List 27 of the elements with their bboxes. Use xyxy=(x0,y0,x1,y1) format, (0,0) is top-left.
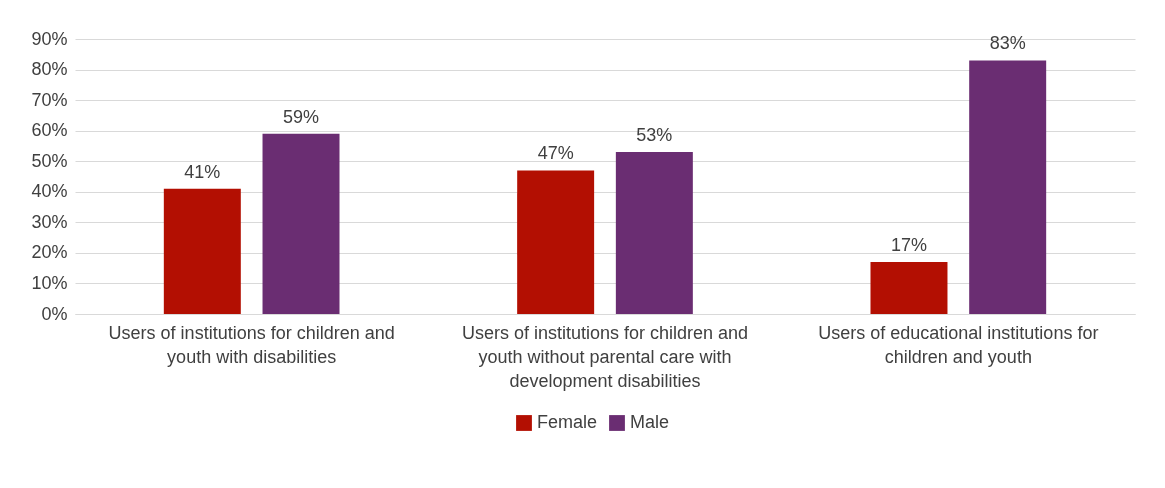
data-label: 83% xyxy=(989,33,1026,54)
data-label: 41% xyxy=(184,161,221,182)
y-tick-label: 10% xyxy=(31,272,68,293)
bar xyxy=(262,133,340,314)
x-tick-label: Users of institutions for children and youth without parental care with development disabilities xyxy=(461,322,749,391)
y-tick-label: 90% xyxy=(31,28,68,49)
y-tick-label: 30% xyxy=(31,211,68,232)
data-label: 47% xyxy=(537,143,574,164)
x-tick-label: Users of institutions for children and youth with disabilities xyxy=(108,322,395,367)
x-tick-label: Users of educational institutions for children and youth xyxy=(818,322,1099,367)
bar xyxy=(163,188,241,314)
data-label: 17% xyxy=(890,235,927,256)
y-tick-label: 60% xyxy=(31,120,68,141)
bar xyxy=(870,262,948,314)
y-tick-label: 80% xyxy=(31,59,68,80)
bar xyxy=(969,60,1047,314)
legend-label: Male xyxy=(630,412,670,432)
y-tick-label: 70% xyxy=(31,89,68,110)
y-tick-label: 40% xyxy=(31,181,68,202)
bar xyxy=(615,152,693,314)
bar xyxy=(517,170,595,314)
y-tick-label: 0% xyxy=(41,303,68,324)
legend-label: Female xyxy=(537,412,598,432)
data-label: 53% xyxy=(636,125,673,146)
y-tick-label: 20% xyxy=(31,242,68,263)
data-label: 59% xyxy=(283,106,320,127)
y-tick-label: 50% xyxy=(31,150,68,171)
